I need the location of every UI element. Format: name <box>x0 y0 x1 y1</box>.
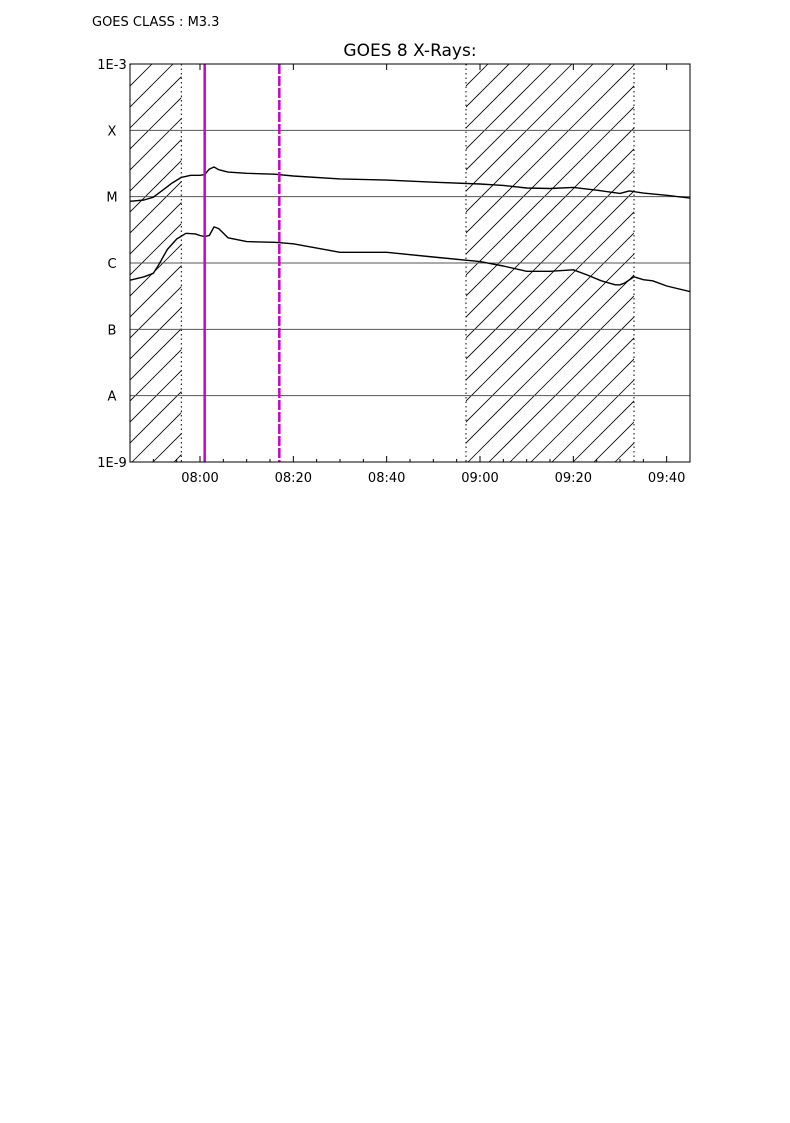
x-tick-label: 08:20 <box>275 471 312 486</box>
event-markers <box>203 64 281 462</box>
chart-title: GOES 8 X-Rays: <box>343 41 476 61</box>
y-tick-label: M <box>106 191 117 206</box>
grid-lines <box>130 129 690 397</box>
goes-class-label: GOES CLASS : M3.3 <box>92 15 219 30</box>
y-tick-label: 1E-9 <box>97 456 126 471</box>
x-tick-label: 08:00 <box>181 471 218 486</box>
x-tick-label: 09:00 <box>461 471 498 486</box>
series-line <box>130 166 690 202</box>
data-series <box>130 166 690 293</box>
x-tick-label: 09:40 <box>648 471 685 486</box>
x-tick-label: 08:40 <box>368 471 405 486</box>
y-tick-label: A <box>108 390 117 405</box>
hatch-line <box>130 64 153 87</box>
x-tick-label: 09:20 <box>555 471 592 486</box>
axes: 1E-9 A B C M X 1E-3 08:00 08:20 08:40 09:00 09:20 09… <box>97 58 685 486</box>
series-line <box>130 226 690 293</box>
y-tick-label: C <box>107 257 116 272</box>
y-tick-label: 1E-3 <box>97 58 126 73</box>
y-tick-label: X <box>108 124 117 139</box>
y-tick-label: B <box>108 323 117 338</box>
hatch-line <box>0 64 110 462</box>
